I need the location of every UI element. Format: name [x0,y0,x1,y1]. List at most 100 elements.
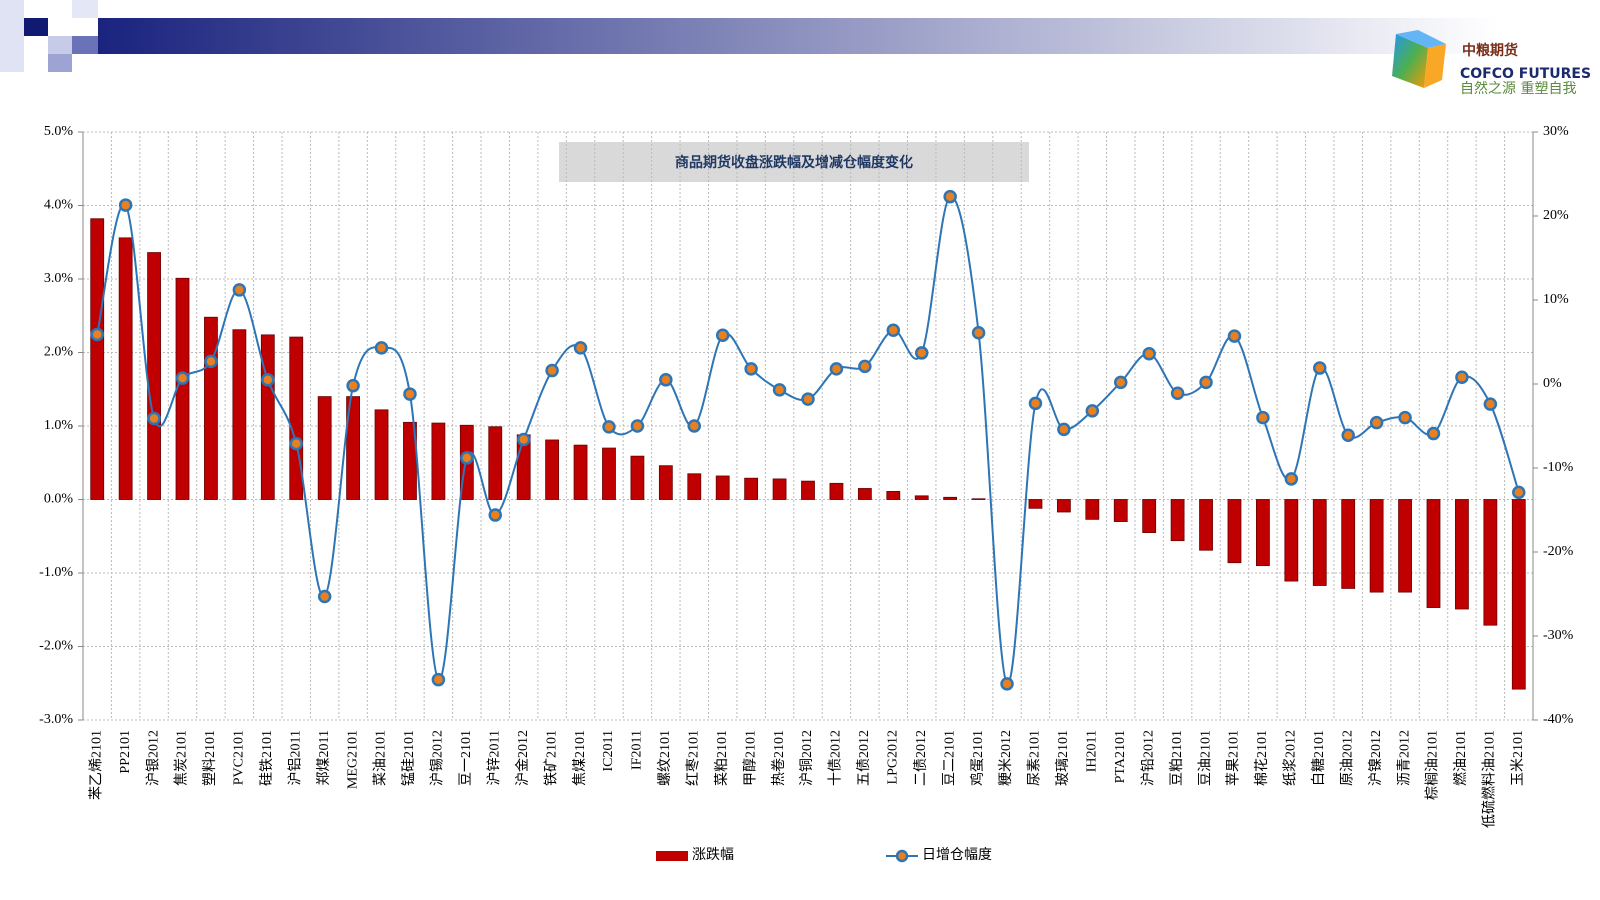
x-tick-label: 棕榈油2101 [1425,730,1441,800]
x-tick-label: 粳米2012 [998,730,1014,786]
x-tick-label: 焦炭2101 [174,730,190,786]
x-tick-label: 焦煤2101 [572,730,588,786]
line-marker [204,354,218,369]
line-marker [175,371,190,385]
bar [1170,499,1185,542]
line-marker [1170,386,1185,400]
x-tick-label: 沪金2012 [515,730,531,786]
line-marker [1142,347,1156,361]
bar [1199,499,1213,551]
x-tick-label: 玻璃2101 [1054,730,1071,786]
line-marker [431,672,446,687]
x-tick-label: 铁矿2101 [543,730,559,786]
bar [1341,499,1356,589]
bar [1455,499,1469,610]
x-tick-label: MEG2101 [345,730,360,789]
line-marker [914,346,929,360]
line-marker [545,363,559,378]
y-tick-label: 2.0% [44,345,74,360]
x-tick-label: PP2101 [118,730,133,774]
bar [1369,499,1384,593]
bar [1256,499,1270,567]
line-marker [118,198,133,212]
x-tick-label: 沪锌2011 [486,730,502,785]
x-tick-label: 白糖2101 [1311,730,1327,786]
bar [886,491,901,500]
x-tick-label: 热卷2101 [771,730,787,786]
x-tick-label: 红枣2101 [685,730,701,786]
legend-label: 涨跌幅 [692,847,734,863]
bar [1227,499,1242,564]
x-tick-label: IC2011 [601,730,616,771]
line-marker [90,327,104,342]
line-marker [715,328,730,343]
x-tick-label: 豆油2101 [1197,730,1213,786]
logo-slogan: 自然之源 重塑自我 [1460,80,1576,97]
line-marker [403,387,417,401]
x-tick-label: 菜油2101 [373,730,389,786]
line-marker [261,373,275,387]
bar [715,475,730,500]
line-marker [1426,426,1441,441]
x-tick-label: 棉花2101 [1253,730,1270,786]
bar [1312,499,1327,586]
y-tick-label: 4.0% [44,198,74,213]
x-tick-label: 尿素2101 [1027,730,1043,786]
x-tick-label: 沪锡2012 [430,730,446,786]
line-marker [1256,410,1270,425]
bar [573,444,588,500]
bar [914,495,929,500]
line-marker [1313,361,1327,375]
line-marker [943,189,957,204]
x-tick-label: 塑料2101 [202,730,218,786]
y-tick-label: 0.0% [44,492,74,507]
bar [943,496,958,500]
x-tick-label: 燃油2101 [1452,730,1469,786]
line-marker [1028,396,1043,411]
bar [630,455,645,500]
x-tick-label: 沪铝2011 [287,730,303,785]
line-marker [232,283,247,297]
logo-name: 中粮期货 [1462,42,1518,59]
bar [289,336,304,500]
header-banner [0,0,1498,88]
x-tick-label: 螺纹2101 [657,730,673,786]
y2-tick-label: -20% [1543,544,1574,559]
line-marker [687,419,702,433]
x-tick-label: 鸡蛋2101 [969,730,986,786]
bar [658,465,673,500]
x-tick-label: 豆粕2101 [1169,730,1185,786]
line-marker [1483,397,1498,411]
line-marker [1455,370,1469,385]
line-marker [1085,404,1100,418]
line-marker [317,589,332,604]
x-tick-label: 锰硅2101 [401,730,417,786]
bar [545,439,560,500]
bar [1028,499,1043,509]
x-tick-label: 沪铅2012 [1140,730,1156,786]
bar [801,480,815,500]
line-marker [829,362,844,376]
line-marker [971,326,986,340]
bar [1511,499,1526,690]
x-tick-label: 二债2012 [913,730,929,786]
bar [317,396,332,500]
y2-tick-label: -10% [1543,460,1574,475]
bar [1284,499,1299,582]
bar [829,482,844,500]
bar [1398,499,1412,593]
bar [687,473,702,500]
x-tick-label: LPG2012 [886,730,901,784]
y-tick-label: 5.0% [44,124,74,139]
line-marker [1057,422,1071,437]
line-marker [147,411,161,426]
chart-title: 商品期货收盘涨跌幅及增减仓幅度变化 [675,154,913,171]
line-marker [488,508,503,522]
line-marker [1284,472,1299,486]
x-tick-label: IF2011 [630,730,645,770]
logo-icon [1392,34,1428,88]
line-marker [1113,375,1128,390]
bar [1056,499,1071,513]
x-tick-label: IH2011 [1085,730,1100,772]
